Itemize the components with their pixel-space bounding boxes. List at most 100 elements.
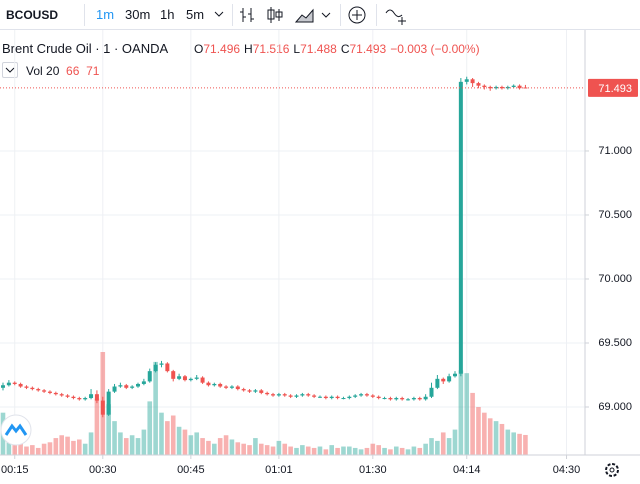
volume-bar xyxy=(53,438,59,455)
logo[interactable] xyxy=(0,414,32,446)
candle-body xyxy=(417,398,422,400)
ohlc-legend: O71.496 H71.516 L71.488 C71.493 −0.003 (−0.0… xyxy=(194,42,480,56)
compare-icon[interactable] xyxy=(384,5,410,25)
candle-body xyxy=(406,399,411,401)
candle-body xyxy=(100,400,105,415)
volume-bar xyxy=(300,445,305,455)
interval[interactable]: 1h xyxy=(160,7,175,22)
volume-bar xyxy=(270,446,276,455)
candle-body xyxy=(194,377,199,379)
settings-icon[interactable] xyxy=(605,463,619,477)
candle-body xyxy=(1,385,5,388)
candle-body xyxy=(36,389,41,391)
volume-bar xyxy=(77,439,82,455)
toolbar: BCOUSD 1m 30m 1h 5m xyxy=(0,0,640,30)
volume-bar xyxy=(12,440,18,455)
volume-bar xyxy=(165,421,170,455)
volume-bar xyxy=(294,447,299,455)
candle-body xyxy=(458,81,463,374)
candle-body xyxy=(482,85,487,87)
volume-bar xyxy=(464,373,470,455)
candle-body xyxy=(241,389,246,391)
volume-bar xyxy=(458,370,464,455)
volume-bar xyxy=(417,447,423,455)
candle-body xyxy=(400,398,405,400)
x-tick-label: 01:30 xyxy=(359,464,387,476)
volume-bar xyxy=(200,438,205,455)
candle-body xyxy=(12,382,17,384)
volume-legend: Vol 20 66 71 xyxy=(26,64,99,78)
volume-bar xyxy=(470,392,475,455)
candle-body xyxy=(83,398,88,400)
price-tag xyxy=(588,78,638,97)
volume-bar xyxy=(71,440,76,455)
gear-hole xyxy=(609,467,615,473)
volume-bar xyxy=(364,447,370,455)
price-axis xyxy=(585,30,640,484)
candle-body xyxy=(394,398,399,400)
candle-body xyxy=(124,385,129,388)
volume-bar xyxy=(106,404,111,455)
candle-body xyxy=(494,86,499,89)
volume-bar xyxy=(335,447,340,455)
volume-bar xyxy=(393,446,399,455)
volume-bar xyxy=(206,440,211,455)
volume-bar xyxy=(370,443,376,455)
volume-bar xyxy=(411,446,417,455)
chart-type-icons[interactable] xyxy=(238,5,368,25)
volume-bar xyxy=(188,435,194,455)
candle-body xyxy=(376,396,381,399)
candle-body xyxy=(147,371,152,382)
volume-bar xyxy=(352,447,358,455)
volume-bar xyxy=(282,443,288,455)
separator xyxy=(232,4,233,26)
ohlc-key: L xyxy=(293,42,301,56)
volume-bar xyxy=(65,436,70,455)
candle-body xyxy=(306,394,311,396)
volume-bar xyxy=(153,361,158,455)
volume-ma: 66 xyxy=(66,64,80,78)
volume-bar xyxy=(182,429,188,455)
candle-body xyxy=(229,386,234,388)
volume-bar xyxy=(88,432,94,455)
volume-bar xyxy=(440,432,446,455)
candle-body xyxy=(136,383,141,387)
candle-body xyxy=(282,394,287,396)
volume-value: 71 xyxy=(86,64,100,78)
symbol[interactable]: BCOUSD xyxy=(6,8,59,22)
volume-bar xyxy=(435,440,440,455)
candle-body xyxy=(300,394,305,396)
candle-body xyxy=(112,386,117,392)
candle-body xyxy=(447,376,452,382)
volume-bar xyxy=(35,447,41,455)
volume-bar xyxy=(147,401,153,455)
volume-bar xyxy=(129,435,135,455)
dropdown-icon[interactable] xyxy=(214,10,224,18)
volume-bar xyxy=(329,445,335,455)
volume-bar xyxy=(341,446,346,455)
volume-bar xyxy=(82,443,88,455)
volume-bar xyxy=(499,423,505,455)
volume-bar xyxy=(482,412,487,455)
volume-bar xyxy=(217,438,223,455)
volume-bar xyxy=(141,429,147,455)
candle-body xyxy=(347,396,352,399)
candle-body xyxy=(341,398,346,400)
interval[interactable]: 1m xyxy=(96,7,115,22)
interval[interactable]: 30m xyxy=(125,7,151,22)
ohlc-change: −0.003 (−0.00%) xyxy=(390,42,480,56)
candle-body xyxy=(423,396,428,400)
interval[interactable]: 5m xyxy=(186,7,205,22)
volume-bar xyxy=(247,445,252,455)
indicator-icon[interactable] xyxy=(346,4,368,26)
candle-body xyxy=(276,394,281,396)
volume-bar xyxy=(452,429,458,455)
candle-body xyxy=(89,394,94,399)
candle-body xyxy=(94,394,99,401)
candle-body xyxy=(353,395,358,397)
volume-bar xyxy=(194,432,200,455)
collapse-button[interactable] xyxy=(2,62,18,78)
candle-body xyxy=(18,383,23,387)
candle-body xyxy=(259,390,264,393)
candle-body xyxy=(370,395,375,397)
